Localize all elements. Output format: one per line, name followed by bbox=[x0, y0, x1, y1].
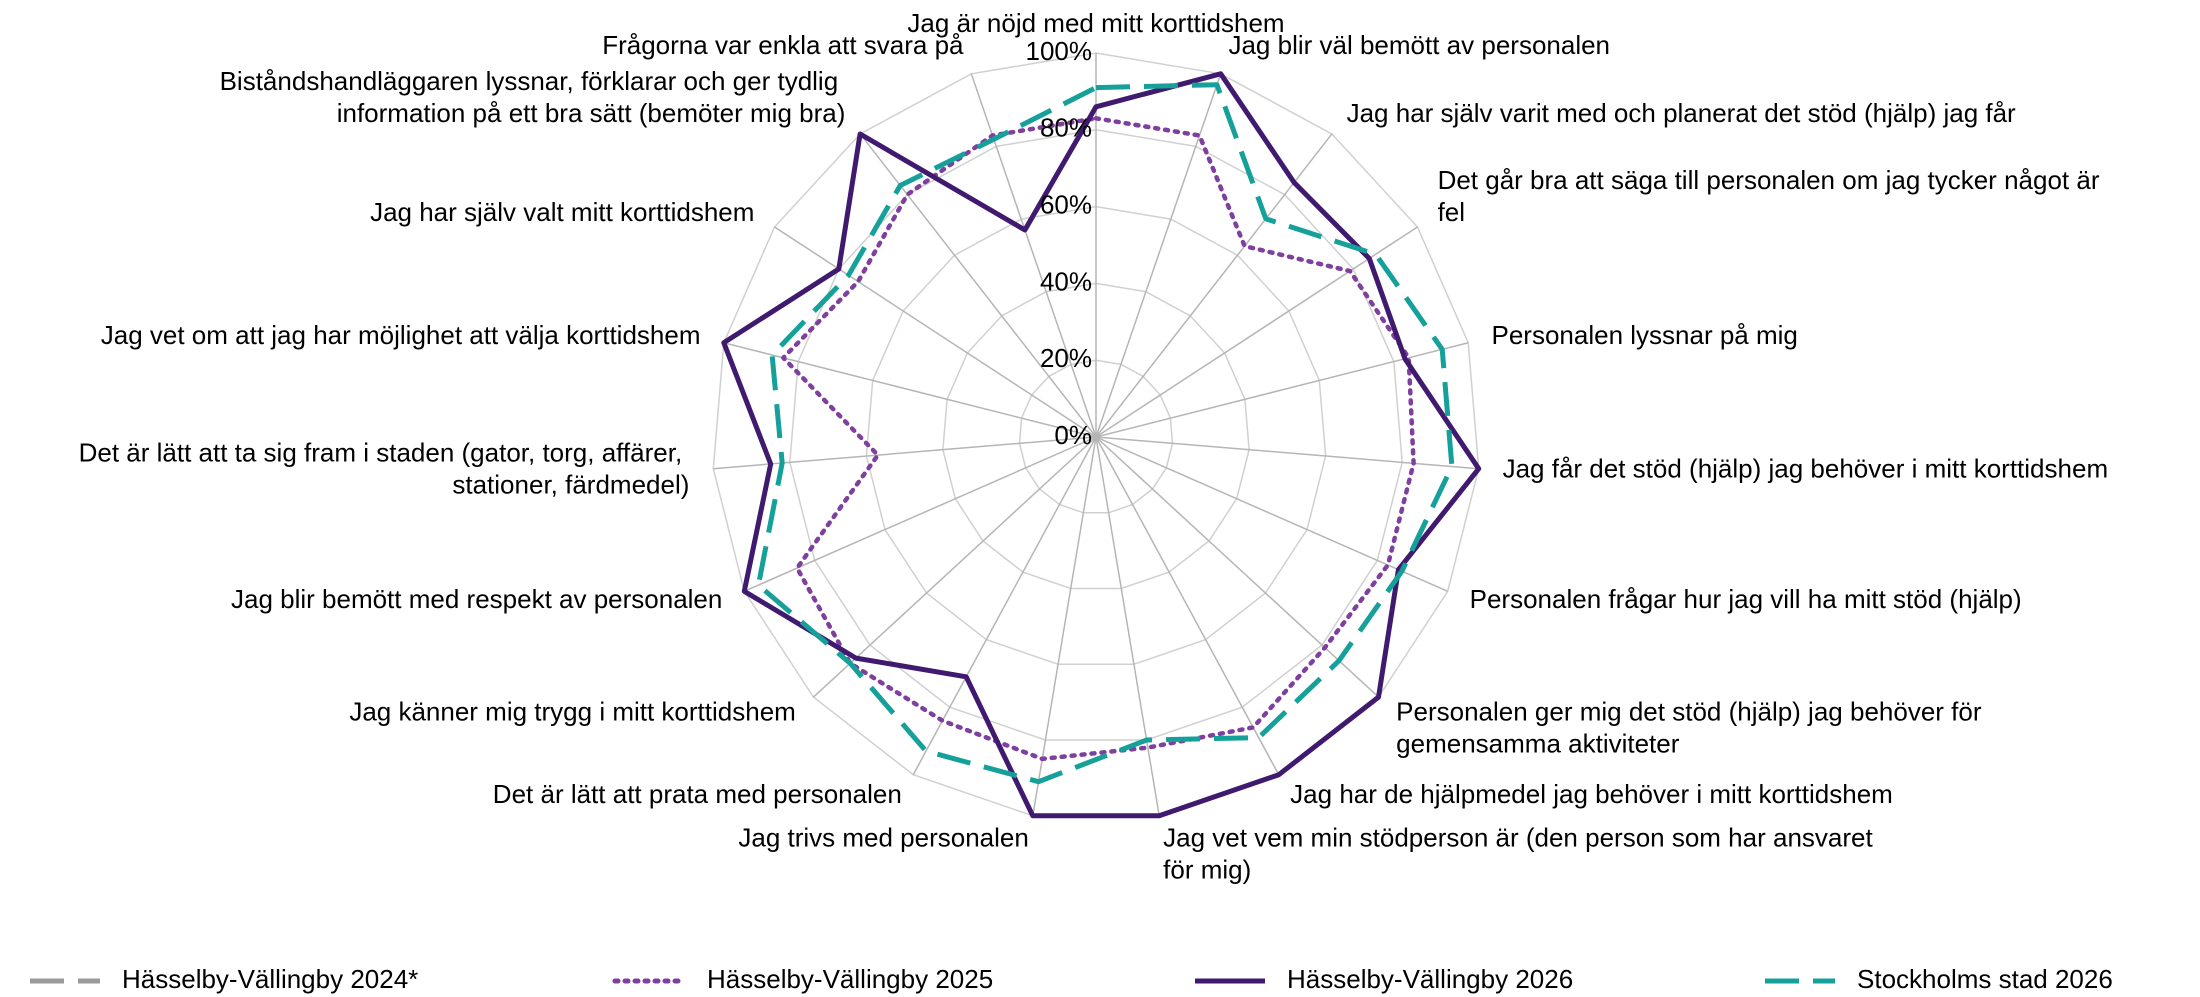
category-label: Det är lätt att prata med personalen bbox=[493, 779, 902, 809]
spoke bbox=[1095, 436, 1448, 592]
spoke bbox=[812, 436, 1097, 698]
category-label: Jag trivs med personalen bbox=[738, 822, 1028, 852]
grid-ring bbox=[865, 205, 1327, 666]
spoke bbox=[1095, 226, 1418, 438]
category-label: Jag blir väl bemött av personalen bbox=[1228, 30, 1610, 60]
legend-label: Hässelby-Vällingby 2026 bbox=[1287, 964, 1573, 994]
category-label: Jag har själv varit med och planerat det… bbox=[1347, 98, 2016, 128]
category-label: Biståndshandläggaren lyssnar, förklarar … bbox=[220, 66, 846, 128]
spoke bbox=[1095, 436, 1160, 816]
y-tick-label: 40% bbox=[1040, 266, 1092, 296]
series-line bbox=[755, 82, 1455, 785]
spoke bbox=[1095, 133, 1333, 438]
legend-label: Stockholms stad 2026 bbox=[1857, 964, 2113, 994]
spoke bbox=[1095, 73, 1222, 438]
series-line bbox=[721, 71, 1482, 819]
category-label: Det går bra att säga till personalen om … bbox=[1438, 165, 2107, 227]
series-line bbox=[781, 116, 1416, 762]
category-label: Jag får det stöd (hjälp) jag behöver i m… bbox=[1503, 454, 2109, 484]
y-tick-label: 100% bbox=[1026, 36, 1093, 66]
spoke bbox=[713, 436, 1097, 470]
category-label: Jag har de hjälpmedel jag behöver i mitt… bbox=[1290, 779, 1893, 809]
spoke bbox=[1032, 436, 1097, 816]
y-tick-label: 80% bbox=[1040, 113, 1092, 143]
y-tick-label: 0% bbox=[1054, 420, 1092, 450]
category-label: Jag vet om att jag har möjlighet att väl… bbox=[101, 320, 701, 350]
category-label: Jag har själv valt mitt korttidshem bbox=[370, 197, 754, 227]
legend-label: Hässelby-Vällingby 2025 bbox=[707, 964, 993, 994]
category-label: Personalen ger mig det stöd (hjälp) jag … bbox=[1396, 696, 1989, 758]
spoke bbox=[1095, 436, 1479, 470]
category-label: Jag vet vem min stödperson är (den perso… bbox=[1163, 822, 1880, 884]
category-label: Jag känner mig trygg i mitt korttidshem bbox=[349, 696, 796, 726]
spoke bbox=[1095, 436, 1380, 698]
category-label: Frågorna var enkla att svara på bbox=[602, 30, 964, 60]
category-label: Jag är nöjd med mitt korttidshem bbox=[907, 8, 1284, 38]
spoke bbox=[1095, 436, 1280, 776]
y-tick-label: 60% bbox=[1040, 189, 1092, 219]
spoke bbox=[912, 436, 1097, 776]
legend-label: Hässelby-Vällingby 2024* bbox=[122, 964, 418, 994]
grid-ring bbox=[942, 282, 1250, 590]
category-label: Personalen lyssnar på mig bbox=[1492, 320, 1798, 350]
category-label: Personalen frågar hur jag vill ha mitt s… bbox=[1470, 584, 2022, 614]
grid-ring bbox=[1018, 359, 1174, 514]
spoke bbox=[744, 436, 1097, 592]
category-label: Det är lätt att ta sig fram i staden (ga… bbox=[79, 438, 690, 500]
y-tick-label: 20% bbox=[1040, 343, 1092, 373]
spoke bbox=[774, 226, 1097, 438]
category-label: Jag blir bemött med respekt av personale… bbox=[231, 584, 722, 614]
